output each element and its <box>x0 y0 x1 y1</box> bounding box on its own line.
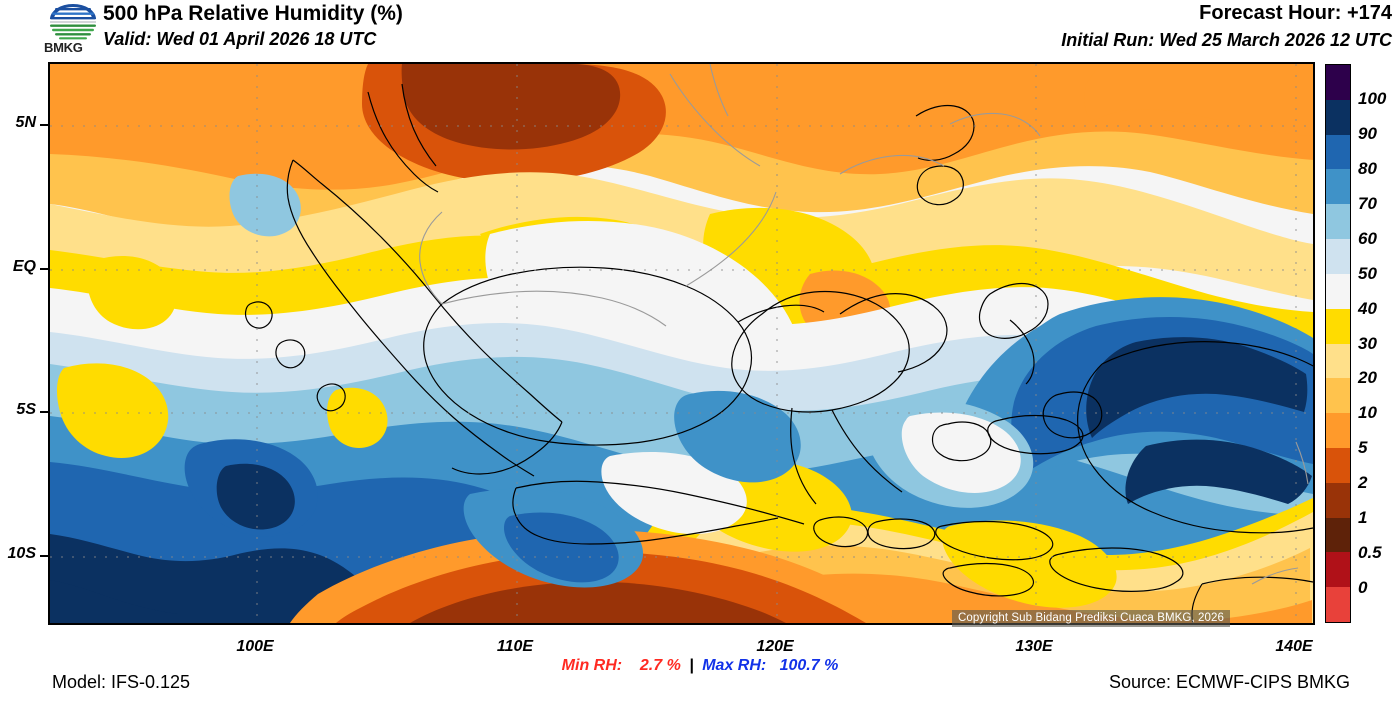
xtick-label-120e: 120E <box>756 638 794 655</box>
min-rh-value: 2.7 % <box>639 657 681 674</box>
bmkg-logo <box>42 3 104 55</box>
colorbar-label-10: 10 <box>1358 403 1377 423</box>
max-rh-label: Max RH: <box>702 657 767 674</box>
colorbar-band-11 <box>1326 447 1350 483</box>
colorbar-label-50: 50 <box>1358 263 1377 283</box>
min-rh-label: Min RH: <box>561 657 623 674</box>
colorbar-band-10 <box>1326 413 1350 448</box>
colorbar-label-40: 40 <box>1358 298 1377 318</box>
colorbar-band-1 <box>1326 99 1350 135</box>
ytick-mark-5s <box>40 411 50 413</box>
colorbar-band-0 <box>1326 65 1350 100</box>
xtick-label-100e: 100E <box>236 638 274 655</box>
forecast-hour-label: Forecast Hour: +174 <box>1199 2 1392 24</box>
relative-humidity-contour-map <box>50 64 1313 623</box>
min-max-rh-row: Min RH: 2.7 % | Max RH: 100.7 % <box>0 657 1400 675</box>
colorbar-band-7 <box>1326 308 1350 344</box>
min-max-separator: | <box>689 657 694 674</box>
ytick-label-5s: 5S <box>16 401 36 418</box>
xtick-label-110e: 110E <box>496 638 534 655</box>
model-label: Model: IFS-0.125 <box>52 672 191 692</box>
colorbar-label-2: 2 <box>1358 473 1368 493</box>
header: BMKG 500 hPa Relative Humidity (%) Valid… <box>0 0 1400 56</box>
ytick-mark-5n <box>40 124 50 126</box>
colorbar-band-13 <box>1326 517 1350 553</box>
colorbar-band-6 <box>1326 273 1350 309</box>
bmkg-logo-text: BMKG <box>44 40 83 55</box>
valid-time-label: Valid: Wed 01 April 2026 18 UTC <box>103 29 377 49</box>
administrative-boundary-layer <box>419 64 1309 585</box>
ytick-mark-10s <box>40 555 50 557</box>
colorbar-label-20: 20 <box>1358 368 1377 388</box>
colorbar-label-70: 70 <box>1358 193 1377 213</box>
colorbar-label-0-5: 0.5 <box>1358 543 1382 563</box>
source-label: Source: ECMWF-CIPS BMKG <box>1108 672 1350 692</box>
colorbar-label-80: 80 <box>1358 158 1377 178</box>
xtick-label-130e: 130E <box>1015 638 1053 655</box>
colorbar-label-60: 60 <box>1358 228 1377 248</box>
max-rh-value: 100.7 % <box>779 657 839 674</box>
initial-run-label: Initial Run: Wed 25 March 2026 12 UTC <box>1061 30 1392 50</box>
colorbar-label-5: 5 <box>1358 438 1368 458</box>
coastline-layer <box>244 83 1313 623</box>
colorbar-label-1: 1 <box>1358 508 1368 528</box>
ytick-label-5n: 5N <box>15 114 36 131</box>
colorbar-band-2 <box>1326 134 1350 170</box>
colorbar-band-9 <box>1326 378 1350 414</box>
colorbar-label-0: 0 <box>1358 578 1368 598</box>
colorbar-label-90: 90 <box>1358 123 1377 143</box>
graticule-grid <box>50 64 1313 623</box>
colorbar-band-12 <box>1326 482 1350 518</box>
colorbar-band-14 <box>1326 552 1350 588</box>
colorbar-band-4 <box>1326 204 1350 240</box>
ytick-label-10s: 10S <box>7 545 36 562</box>
colorbar-band-15 <box>1326 587 1350 622</box>
ytick-label-eq: EQ <box>12 258 36 275</box>
xtick-label-140e: 140E <box>1275 638 1313 655</box>
ytick-mark-eq <box>40 268 50 270</box>
colorbar[interactable] <box>1325 64 1351 623</box>
copyright-watermark: Copyright Sub Bidang Prediksi Cuaca BMKG… <box>952 610 1231 627</box>
colorbar-band-3 <box>1326 169 1350 205</box>
page-title: 500 hPa Relative Humidity (%) <box>103 2 403 25</box>
bmkg-logo-icon <box>50 4 96 40</box>
colorbar-label-100: 100 <box>1358 88 1387 108</box>
colorbar-band-8 <box>1326 343 1350 379</box>
map-plot-area[interactable] <box>48 62 1315 625</box>
colorbar-label-30: 30 <box>1358 333 1377 353</box>
humidity-field <box>50 64 1313 623</box>
colorbar-band-5 <box>1326 239 1350 274</box>
